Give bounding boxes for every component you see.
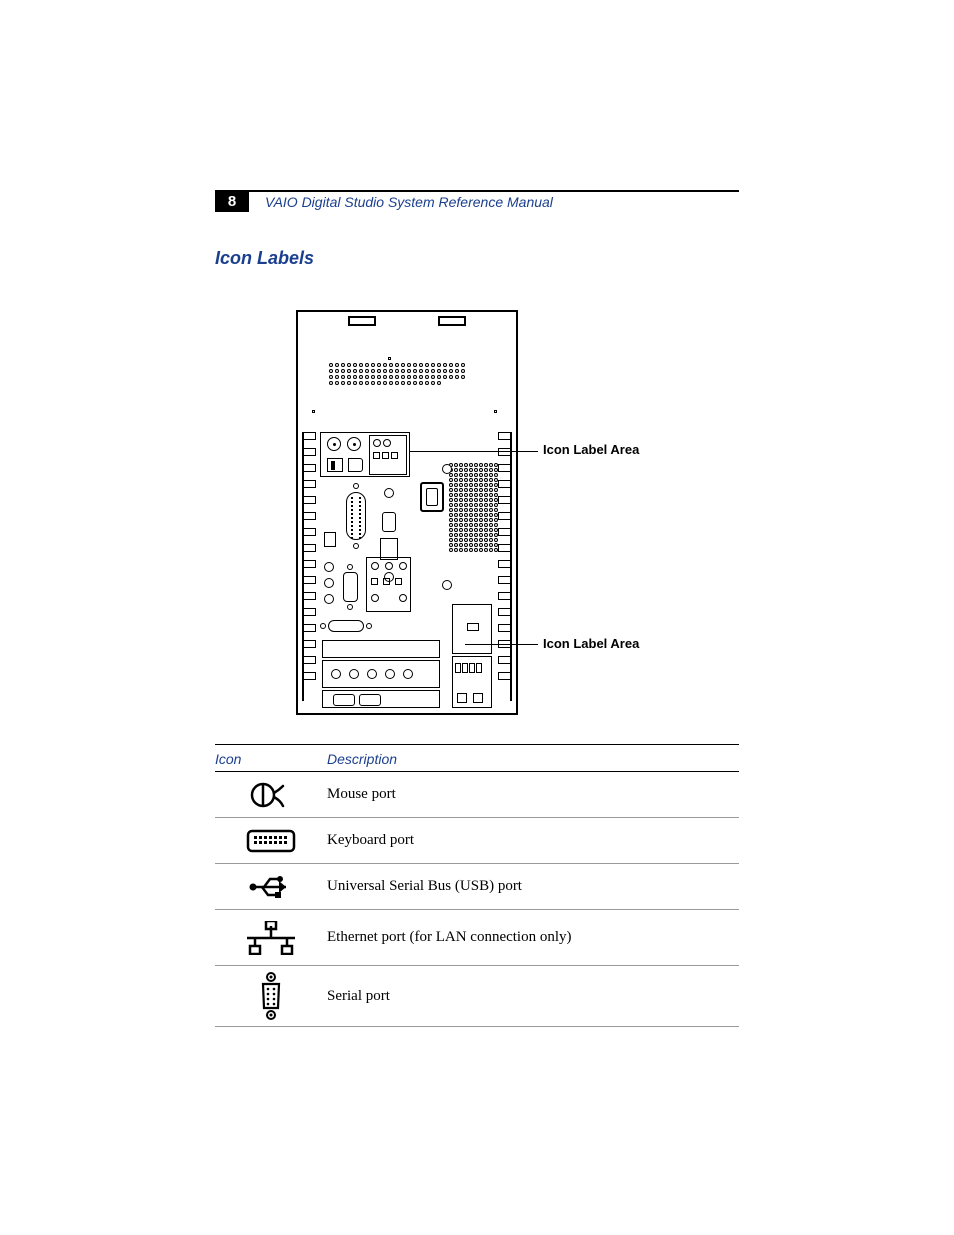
expansion-slot [322, 640, 440, 658]
callout-label-lower: Icon Label Area [543, 636, 639, 651]
ieee1394-port [324, 532, 336, 547]
top-handle-left [348, 316, 376, 326]
parallel-port [346, 492, 366, 540]
table-cell-description: Universal Serial Bus (USB) port [327, 870, 739, 903]
vga-port [343, 572, 358, 602]
table-row: Mouse port [215, 772, 739, 818]
usb-icon [215, 866, 327, 908]
screw-hole [494, 410, 497, 413]
top-handle-right [438, 316, 466, 326]
expansion-slot [322, 660, 440, 688]
callout-leader-line [465, 644, 538, 645]
audio-jack [324, 594, 334, 604]
audio-jack [324, 562, 334, 572]
screw-hole [388, 357, 391, 360]
section-title: Icon Labels [215, 248, 314, 269]
chassis-outline [296, 310, 518, 715]
callout-leader-line [410, 451, 538, 452]
ethernet-port [348, 458, 363, 472]
page-number: 8 [215, 190, 249, 212]
table-row: Serial port [215, 966, 739, 1027]
table-cell-description: Serial port [327, 980, 739, 1013]
table-row: Universal Serial Bus (USB) port [215, 864, 739, 910]
ps2-port [327, 437, 341, 451]
keyboard-icon [215, 822, 327, 860]
table-header-description: Description [327, 745, 739, 771]
side-rail-left [302, 432, 310, 701]
vent-grid-top [328, 362, 468, 386]
table-cell-description: Keyboard port [327, 824, 739, 857]
screw-hole [312, 410, 315, 413]
table-row: Ethernet port (for LAN connection only) [215, 910, 739, 966]
rear-panel-diagram [296, 310, 518, 715]
vent-grid-psu [448, 462, 500, 582]
power-inlet [420, 482, 444, 512]
page-header-title: VAIO Digital Studio System Reference Man… [249, 190, 739, 212]
ps2-port [347, 437, 361, 451]
table-header-icon: Icon [215, 745, 327, 771]
audio-cluster [366, 557, 411, 612]
audio-jack [324, 578, 334, 588]
table-row: Keyboard port [215, 818, 739, 864]
ethernet-icon [215, 915, 327, 961]
io-subpanel [369, 435, 407, 475]
icon-description-table: Icon Description Mouse port [215, 744, 739, 1027]
game-port [328, 620, 364, 632]
table-header-row: Icon Description [215, 744, 739, 772]
side-rail-right [504, 432, 512, 701]
table-cell-description: Ethernet port (for LAN connection only) [327, 921, 739, 954]
callout-label-upper: Icon Label Area [543, 442, 639, 457]
usb-port-pair [327, 458, 343, 472]
modem-card [452, 604, 492, 654]
manual-page: 8 VAIO Digital Studio System Reference M… [0, 0, 954, 1235]
page-header: 8 VAIO Digital Studio System Reference M… [215, 190, 739, 212]
io-panel-upper [320, 432, 410, 477]
serial-icon [215, 966, 327, 1026]
expansion-slot [322, 690, 440, 708]
av-card [452, 656, 492, 708]
table-cell-description: Mouse port [327, 778, 739, 811]
mouse-icon [215, 774, 327, 816]
